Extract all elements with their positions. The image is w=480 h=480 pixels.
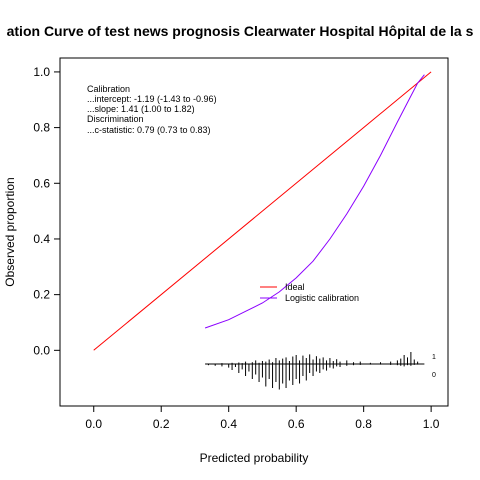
calibration-stats: Calibration ...intercept: -1.19 (-1.43 t… [87,84,217,135]
x-tick-label: 0.8 [355,417,372,431]
distribution-label-upper: 1 [432,354,436,361]
x-tick-label: 0.2 [153,417,170,431]
legend-label-logistic: Logistic calibration [285,293,359,303]
y-tick-label: 0.6 [33,176,50,190]
stats-line: ...slope: 1.41 (1.00 to 1.82) [87,104,195,114]
y-tick-label: 0.4 [33,232,50,246]
x-axis-label: Predicted probability [200,451,309,465]
stats-line: Calibration [87,84,130,94]
y-axis-label: Observed proportion [3,177,17,286]
y-tick-label: 0.2 [33,288,50,302]
stats-line: ...c-statistic: 0.79 (0.73 to 0.83) [87,125,211,135]
x-axis: 0.0 0.2 0.4 0.6 0.8 1.0 [85,405,440,431]
x-tick-label: 0.4 [220,417,237,431]
chart-title: ation Curve of test news prognosis Clear… [7,23,474,39]
y-tick-label: 0.8 [33,121,50,135]
y-axis: 0.0 0.2 0.4 0.6 0.8 1.0 [33,65,61,357]
ideal-line [93,71,432,351]
legend: Ideal Logistic calibration [260,282,359,303]
distribution-layer [205,352,425,390]
stats-line: ...intercept: -1.19 (-1.43 to -0.96) [87,94,217,104]
distribution-label-lower: 0 [432,372,436,379]
series-layer [93,71,432,351]
x-tick-label: 1.0 [423,417,440,431]
legend-label-ideal: Ideal [285,282,305,292]
x-tick-label: 0.6 [288,417,305,431]
x-tick-label: 0.0 [85,417,102,431]
logistic-calibration-line [204,74,425,329]
y-tick-label: 1.0 [33,65,50,79]
stats-line: Discrimination [87,114,144,124]
y-tick-label: 0.0 [33,343,50,357]
